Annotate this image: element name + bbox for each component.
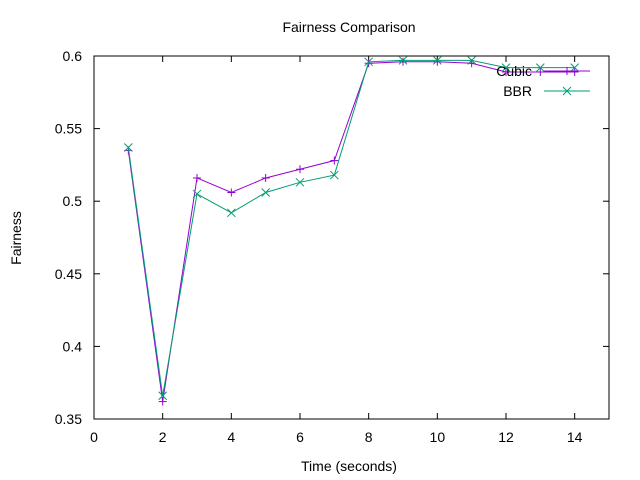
y-tick-label: 0.6 — [63, 48, 83, 64]
y-tick-label: 0.5 — [63, 193, 83, 209]
y-tick-label: 0.4 — [63, 338, 83, 354]
data-point — [570, 67, 579, 76]
data-point — [226, 208, 236, 218]
data-point — [432, 56, 442, 65]
x-tick-label: 6 — [296, 429, 304, 445]
series-bbr — [123, 56, 580, 401]
x-axis-label: Time (seconds) — [301, 458, 397, 474]
data-point — [399, 57, 407, 66]
data-point — [501, 63, 511, 72]
legend-swatch-marker — [563, 67, 571, 75]
data-point — [193, 173, 201, 182]
y-axis-label: Fairness — [8, 211, 24, 265]
x-tick-label: 10 — [430, 429, 446, 445]
x-tick-label: 12 — [498, 429, 514, 445]
x-tick-label: 8 — [365, 429, 373, 445]
legend-swatch-marker — [562, 86, 572, 96]
legend-item: BBR — [503, 83, 590, 99]
data-point — [329, 170, 339, 180]
legend: Cubic BBR — [496, 63, 590, 99]
data-point — [123, 143, 133, 152]
x-tick-label: 14 — [567, 429, 583, 445]
data-point — [330, 156, 339, 165]
data-point — [535, 63, 545, 72]
x-tick-label: 2 — [159, 429, 167, 445]
y-axis-ticks: 0.35 0.4 0.45 0.5 0.55 0.6 — [55, 48, 609, 427]
series-layer — [123, 56, 580, 406]
data-point — [261, 173, 270, 182]
data-point — [502, 67, 510, 76]
x-tick-label: 0 — [90, 429, 98, 445]
data-point — [364, 57, 374, 67]
data-point — [192, 189, 202, 199]
series-line — [127, 59, 575, 396]
legend-label: BBR — [503, 83, 532, 99]
legend-label: Cubic — [496, 63, 532, 79]
series-line — [127, 61, 575, 402]
y-tick-label: 0.55 — [55, 121, 82, 137]
chart-title: Fairness Comparison — [282, 19, 415, 35]
y-tick-label: 0.45 — [55, 266, 82, 282]
y-tick-label: 0.35 — [55, 411, 82, 427]
data-point — [570, 63, 580, 72]
plot-frame — [93, 55, 610, 420]
x-tick-label: 4 — [227, 429, 235, 445]
series-cubic — [124, 57, 579, 406]
plot-area — [93, 55, 610, 420]
data-point — [433, 57, 442, 66]
data-point — [261, 188, 271, 197]
data-point — [227, 188, 236, 197]
data-point — [295, 177, 305, 187]
data-point — [536, 67, 545, 76]
data-point — [467, 56, 477, 65]
data-point — [158, 397, 167, 406]
data-point — [296, 165, 304, 174]
legend-item: Cubic — [496, 63, 590, 79]
data-point — [158, 391, 168, 401]
data-point — [398, 56, 408, 65]
